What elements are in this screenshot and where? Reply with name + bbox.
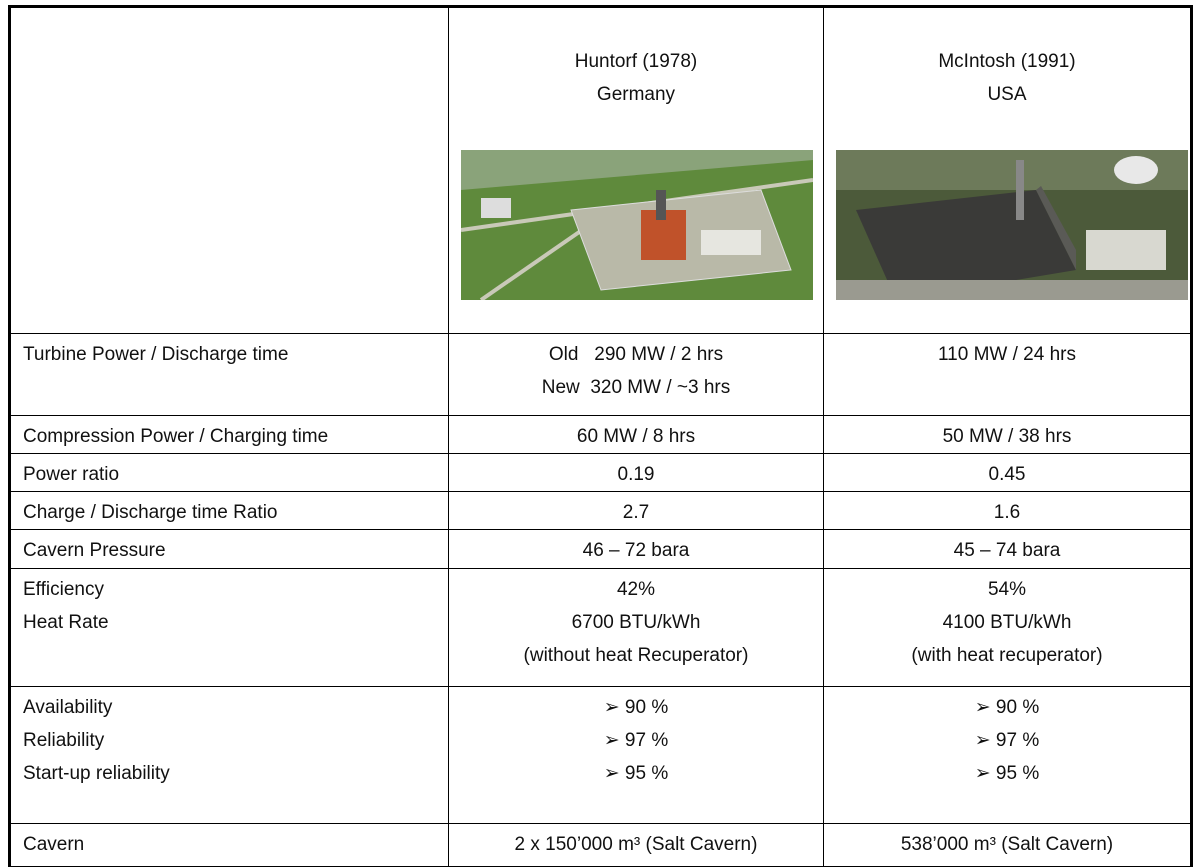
value-line: (without heat Recuperator) <box>523 645 749 666</box>
label-cell: Cavern Pressure <box>9 529 449 569</box>
value-line: ➢ 97 % <box>974 730 1040 751</box>
label-cell: Charge / Discharge time Ratio <box>9 491 449 530</box>
value-line: 45 – 74 bara <box>953 540 1061 561</box>
header-row: Huntorf (1978) Germany McIntosh (1991) USA <box>9 6 1192 334</box>
label-cell: Availability Reliability Start-up reliabil… <box>9 686 449 824</box>
value-line: ➢ 95 % <box>603 763 669 784</box>
header-line: USA <box>987 84 1027 105</box>
value-line: ➢ 90 % <box>974 697 1040 718</box>
value-line: 42% <box>616 579 656 600</box>
photo <box>461 150 813 300</box>
row: Efficiency Heat Rate 42% 6700 BTU/kWh (witho… <box>9 568 1192 687</box>
value-line: ➢ 90 % <box>603 697 669 718</box>
value-line: 1.6 <box>993 502 1021 523</box>
value-line: (with heat recuperator) <box>911 645 1103 666</box>
value-cell: 0.19 <box>448 453 824 492</box>
value-cell: 54% 4100 BTU/kWh (with heat recuperator) <box>823 568 1192 687</box>
label-cell: Cavern <box>9 823 449 867</box>
label-line: Heat Rate <box>23 612 109 633</box>
label-cell: Efficiency Heat Rate <box>9 568 449 687</box>
row: Cavern 2 x 150’000 m³ (Salt Cavern) 538’00… <box>9 823 1192 867</box>
row: Compression Power / Charging time 60 MW /… <box>9 415 1192 454</box>
header-line: Huntorf (1978) <box>574 51 698 72</box>
value-line: ➢ 95 % <box>974 763 1040 784</box>
comparison-table: Huntorf (1978) Germany McIntosh (1991) USA… <box>8 5 1193 867</box>
value-line: New 320 MW / ~3 hrs <box>541 377 731 398</box>
value-line: 538’000 m³ (Salt Cavern) <box>900 834 1114 855</box>
value-cell: 538’000 m³ (Salt Cavern) <box>823 823 1192 867</box>
label-line: Cavern Pressure <box>23 540 166 561</box>
value-cell: 0.45 <box>823 453 1192 492</box>
value-line: 54% <box>987 579 1027 600</box>
value-line: 46 – 72 bara <box>582 540 690 561</box>
value-line: 4100 BTU/kWh <box>942 612 1072 633</box>
value-line: 2 x 150’000 m³ (Salt Cavern) <box>514 834 758 855</box>
header-cell: McIntosh (1991) USA <box>823 6 1192 334</box>
row: Availability Reliability Start-up reliabil… <box>9 686 1192 824</box>
label-line: Turbine Power / Discharge time <box>23 344 289 365</box>
value-cell: 45 – 74 bara <box>823 529 1192 569</box>
label-cell: Power ratio <box>9 453 449 492</box>
value-cell: 2.7 <box>448 491 824 530</box>
header-line: McIntosh (1991) <box>938 51 1076 72</box>
value-line: 0.45 <box>988 464 1026 485</box>
header-cell: Huntorf (1978) Germany <box>448 6 824 334</box>
value-cell: ➢ 90 % ➢ 97 % ➢ 95 % <box>448 686 824 824</box>
value-cell: 42% 6700 BTU/kWh (without heat Recuperator… <box>448 568 824 687</box>
value-cell: 60 MW / 8 hrs <box>448 415 824 454</box>
label-line: Cavern <box>23 834 85 855</box>
value-line: 110 MW / 24 hrs <box>938 344 1076 365</box>
value-cell: Old 290 MW / 2 hrs New 320 MW / ~3 hrs <box>448 333 824 416</box>
value-line: 0.19 <box>617 464 655 485</box>
row: Cavern Pressure 46 – 72 bara 45 – 74 bara <box>9 529 1192 569</box>
value-cell: ➢ 90 % ➢ 97 % ➢ 95 % <box>823 686 1192 824</box>
value-cell: 110 MW / 24 hrs <box>823 333 1192 416</box>
label-line: Start-up reliability <box>23 763 170 784</box>
empty-cell <box>9 6 449 334</box>
label-line: Efficiency <box>23 579 104 600</box>
page: Huntorf (1978) Germany McIntosh (1991) USA… <box>8 5 1193 867</box>
label-line: Reliability <box>23 730 105 751</box>
value-cell: 50 MW / 38 hrs <box>823 415 1192 454</box>
label-line: Power ratio <box>23 464 120 485</box>
label-line: Availability <box>23 697 113 718</box>
label-line: Charge / Discharge time Ratio <box>23 502 278 523</box>
row: Turbine Power / Discharge time Old 290 MW… <box>9 333 1192 416</box>
value-cell: 1.6 <box>823 491 1192 530</box>
value-line: ➢ 97 % <box>603 730 669 751</box>
value-line: 60 MW / 8 hrs <box>576 426 696 447</box>
header-line: Germany <box>596 84 676 105</box>
value-cell: 2 x 150’000 m³ (Salt Cavern) <box>448 823 824 867</box>
label-cell: Compression Power / Charging time <box>9 415 449 454</box>
photo <box>836 150 1188 300</box>
value-line: Old 290 MW / 2 hrs <box>548 344 724 365</box>
row: Power ratio 0.19 0.45 <box>9 453 1192 492</box>
value-cell: 46 – 72 bara <box>448 529 824 569</box>
value-line: 50 MW / 38 hrs <box>942 426 1072 447</box>
row: Charge / Discharge time Ratio 2.7 1.6 <box>9 491 1192 530</box>
value-line: 6700 BTU/kWh <box>571 612 701 633</box>
label-line: Compression Power / Charging time <box>23 426 329 447</box>
value-line: 2.7 <box>622 502 650 523</box>
label-cell: Turbine Power / Discharge time <box>9 333 449 416</box>
